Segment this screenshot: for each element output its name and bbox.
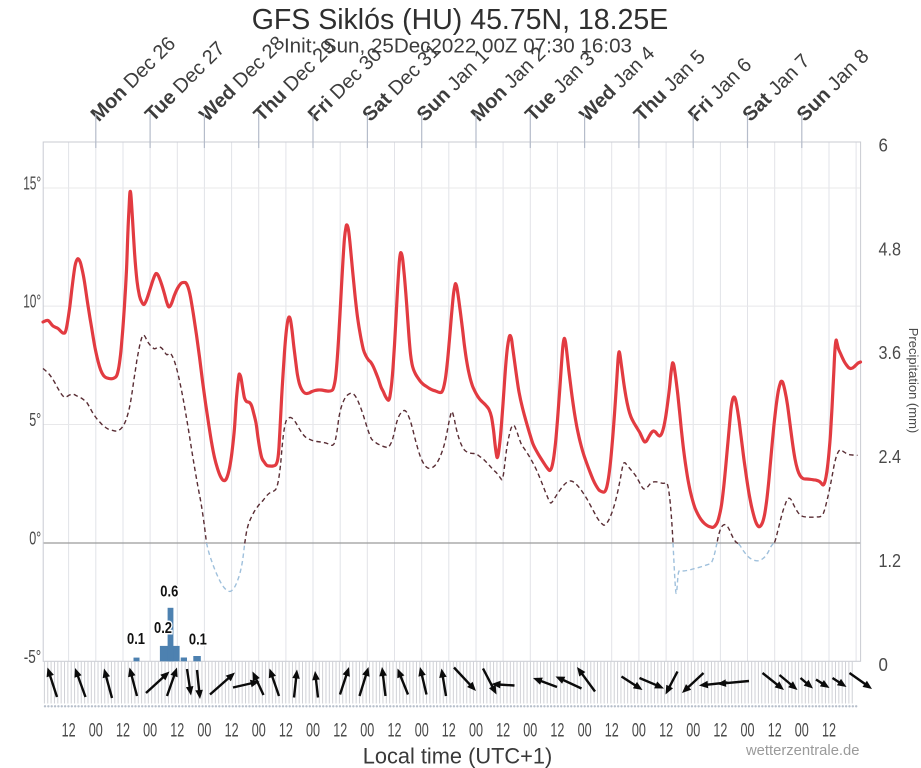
svg-text:wetterzentrale.de: wetterzentrale.de	[745, 743, 860, 759]
svg-text:12: 12	[62, 720, 76, 742]
svg-text:12: 12	[822, 720, 836, 742]
svg-text:00: 00	[578, 720, 592, 742]
svg-text:4.8: 4.8	[879, 238, 902, 259]
svg-text:12: 12	[442, 720, 456, 742]
svg-text:12: 12	[768, 720, 782, 742]
svg-text:12: 12	[605, 720, 619, 742]
svg-text:00: 00	[306, 720, 320, 742]
svg-text:00: 00	[741, 720, 755, 742]
svg-text:6: 6	[879, 135, 888, 156]
svg-text:00: 00	[252, 720, 266, 742]
svg-text:12: 12	[225, 720, 239, 742]
svg-text:12: 12	[550, 720, 564, 742]
svg-text:-5°: -5°	[24, 646, 42, 667]
svg-text:1.2: 1.2	[879, 550, 902, 571]
svg-text:5°: 5°	[29, 409, 41, 430]
svg-text:00: 00	[795, 720, 809, 742]
svg-text:12: 12	[170, 720, 184, 742]
svg-text:00: 00	[469, 720, 483, 742]
svg-text:10°: 10°	[23, 291, 41, 312]
svg-text:00: 00	[686, 720, 700, 742]
svg-text:00: 00	[523, 720, 537, 742]
svg-text:00: 00	[632, 720, 646, 742]
svg-text:Precipitation (mm): Precipitation (mm)	[906, 328, 921, 433]
svg-text:12: 12	[496, 720, 510, 742]
svg-text:0.6: 0.6	[160, 584, 178, 601]
svg-text:12: 12	[713, 720, 727, 742]
svg-text:12: 12	[116, 720, 130, 742]
svg-text:Local time (UTC+1): Local time (UTC+1)	[363, 744, 553, 768]
svg-text:3.6: 3.6	[879, 342, 902, 363]
svg-text:15°: 15°	[23, 173, 41, 194]
svg-text:0.1: 0.1	[189, 632, 207, 649]
svg-text:0.1: 0.1	[127, 631, 145, 648]
svg-text:00: 00	[197, 720, 211, 742]
svg-text:0.2: 0.2	[154, 620, 172, 637]
svg-text:GFS Siklós (HU) 45.75N, 18.25E: GFS Siklós (HU) 45.75N, 18.25E	[252, 4, 669, 36]
svg-text:00: 00	[143, 720, 157, 742]
svg-text:12: 12	[659, 720, 673, 742]
svg-text:00: 00	[360, 720, 374, 742]
svg-text:Init: Sun, 25Dec2022 00Z 07:30: Init: Sun, 25Dec2022 00Z 07:30 16:03	[284, 35, 632, 58]
svg-text:12: 12	[279, 720, 293, 742]
svg-text:12: 12	[333, 720, 347, 742]
svg-text:0°: 0°	[29, 528, 41, 549]
svg-text:0: 0	[879, 654, 888, 675]
svg-text:00: 00	[89, 720, 103, 742]
svg-text:2.4: 2.4	[879, 446, 902, 467]
svg-text:12: 12	[388, 720, 402, 742]
svg-text:00: 00	[415, 720, 429, 742]
